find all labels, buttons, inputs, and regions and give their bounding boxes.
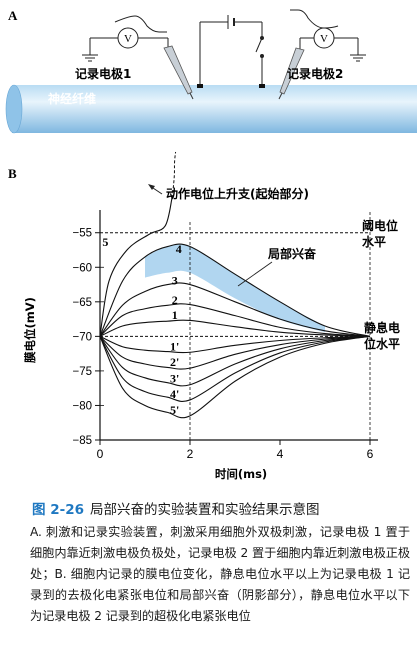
voltmeter-2 <box>290 9 366 62</box>
electrode-2 <box>278 47 305 100</box>
series-label-5p: 5' <box>170 403 179 417</box>
panel-b-label: B <box>8 166 17 181</box>
threshold-label-line1: 阈电位 <box>362 218 398 233</box>
caption-title: 图 2-26 局部兴奋的实验装置和实验结果示意图 <box>30 500 410 521</box>
threshold-label: 阈电位 水平 <box>362 218 402 249</box>
y-tick-label: −60 <box>72 262 92 274</box>
resting-label-line1: 静息电 <box>364 320 400 335</box>
local-excitation-shade <box>145 244 325 333</box>
resting-label: 静息电 位水平 <box>364 320 404 351</box>
series-line-4p <box>99 335 371 402</box>
spike-annotation: 动作电位上升支(起始部分) <box>166 186 309 201</box>
y-tick-label: −80 <box>72 400 92 412</box>
x-tick-label: 2 <box>187 447 194 461</box>
chart: −85 −80 −75 −70 −65 −60 −55 0 2 4 6 时间(ms) 膜电位(mV) 5 4… <box>23 151 378 481</box>
series-line-2p <box>99 335 371 370</box>
series-line-5 <box>99 198 173 337</box>
electrode-1-label: 记录电极1 <box>75 66 131 81</box>
x-tick-label: 0 <box>97 447 104 461</box>
y-tick-label: −75 <box>72 366 92 378</box>
series-label-1: 1 <box>172 308 178 322</box>
y-tick-label: −65 <box>72 297 92 309</box>
stim-electrode-neg <box>197 84 203 88</box>
caption-title-text: 局部兴奋的实验装置和实验结果示意图 <box>89 502 320 518</box>
figure-caption: 图 2-26 局部兴奋的实验装置和实验结果示意图 A. 刺激和记录实验装置，刺激采… <box>30 500 410 627</box>
series-line-5p <box>99 335 371 419</box>
local-excitation-label: 局部兴奋 <box>268 246 317 261</box>
x-axis-label: 时间(ms) <box>215 467 267 481</box>
y-axis-label: 膜电位(mV) <box>23 297 37 363</box>
series-label-3: 3 <box>172 274 178 288</box>
series-label-5: 5 <box>102 235 108 249</box>
voltmeter-1 <box>82 15 169 62</box>
y-tick-label: −85 <box>72 435 92 447</box>
electrode-2-label: 记录电极2 <box>287 66 343 81</box>
stim-electrode-pos <box>259 84 265 88</box>
series-line-2 <box>99 303 371 337</box>
series-line-1 <box>99 319 371 337</box>
caption-body: A. 刺激和记录实验装置，刺激采用细胞外双极刺激，记录电极 1 置于细胞内靠近刺… <box>30 525 410 623</box>
series-label-2p: 2' <box>170 355 179 369</box>
series-label-2: 2 <box>172 293 178 307</box>
series-label-1p: 1' <box>170 339 179 353</box>
series-label-4p: 4' <box>170 387 179 401</box>
panel-a-label: A <box>8 8 18 23</box>
resting-label-line2: 位水平 <box>364 336 400 351</box>
y-tick-label: −55 <box>72 228 92 240</box>
series-line-3p <box>99 335 371 387</box>
voltmeter-2-label: V <box>320 33 328 45</box>
spike-arrowhead <box>148 184 155 190</box>
series-label-4: 4 <box>176 242 182 256</box>
nerve-fiber: 神经纤维 <box>5 84 417 134</box>
x-tick-label: 4 <box>277 447 284 461</box>
figure: A 神经纤维 V 记录电极1 <box>5 8 417 481</box>
y-tick-label: −70 <box>72 331 92 343</box>
caption-figure-number: 图 2-26 <box>32 502 84 518</box>
fiber-label: 神经纤维 <box>48 91 96 106</box>
electrode-1 <box>163 45 194 100</box>
stimulator <box>199 15 264 86</box>
series-label-3p: 3' <box>170 372 179 386</box>
x-tick-label: 6 <box>367 447 374 461</box>
voltmeter-1-label: V <box>124 33 132 45</box>
series-line-1p <box>99 335 371 354</box>
series-line-3 <box>99 282 371 337</box>
local-excitation-arrow <box>237 261 273 287</box>
spike-extension <box>171 151 177 199</box>
threshold-label-line2: 水平 <box>362 234 386 249</box>
series-line-4 <box>99 243 371 337</box>
